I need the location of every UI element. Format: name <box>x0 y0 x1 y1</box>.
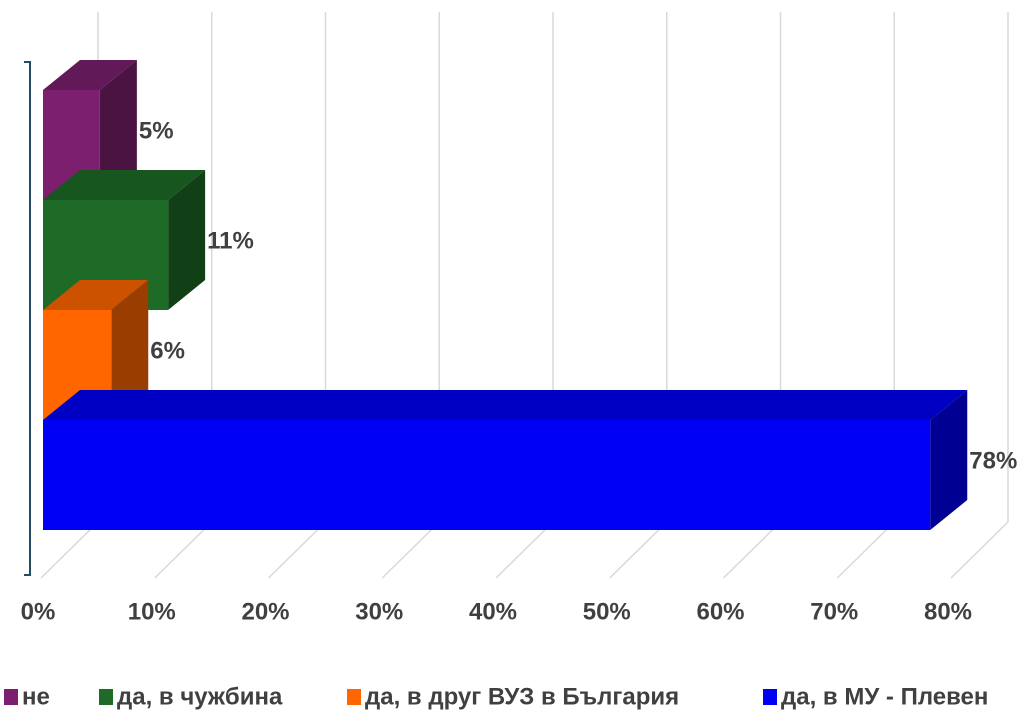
grid-line-floor <box>950 521 1009 579</box>
grid-line-floor <box>722 521 782 579</box>
x-tick-label: 0% <box>21 598 56 625</box>
category-axis <box>24 61 31 576</box>
x-tick-label: 10% <box>128 598 176 625</box>
x-tick-label: 40% <box>469 598 517 625</box>
legend-label: да, в МУ - Плевен <box>781 683 988 710</box>
x-tick-label: 50% <box>583 598 631 625</box>
grid-line-floor <box>495 521 554 579</box>
legend-label: да, в чужбина <box>117 683 283 710</box>
bar-side <box>99 60 137 200</box>
bar-side <box>930 390 968 530</box>
grid-line-floor <box>267 521 327 579</box>
bar-side <box>168 170 206 310</box>
bar-top <box>43 280 149 310</box>
legend-label: да, в друг ВУЗ в България <box>365 683 679 710</box>
grid-line-floor <box>381 521 440 579</box>
data-label: 78% <box>969 447 1017 474</box>
x-tick-label: 30% <box>355 598 403 625</box>
bar-top <box>43 60 137 90</box>
bar-top <box>43 390 968 420</box>
bar <box>43 420 931 530</box>
data-label: 6% <box>150 337 185 364</box>
x-tick-label: 80% <box>924 598 972 625</box>
legend-swatch <box>763 689 777 705</box>
grid-line-floor <box>609 521 668 579</box>
bar-top <box>43 170 206 200</box>
legend-swatch <box>99 689 113 705</box>
grid-line-floor <box>836 521 895 579</box>
grid-line-floor <box>40 521 99 579</box>
legend-label: не <box>22 683 50 710</box>
legend-swatch <box>4 689 18 705</box>
data-label: 11% <box>207 227 254 254</box>
data-label: 5% <box>139 117 174 144</box>
x-tick-label: 20% <box>241 598 289 625</box>
legend-swatch <box>347 689 361 705</box>
grid-line-floor <box>154 521 213 579</box>
bar-side <box>111 280 149 420</box>
x-tick-label: 70% <box>810 598 858 625</box>
x-tick-label: 60% <box>696 598 744 625</box>
